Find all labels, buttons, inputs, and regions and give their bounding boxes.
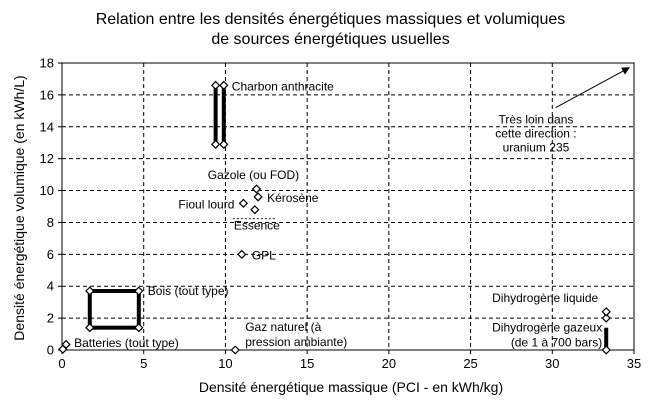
bois-range-point: [134, 286, 144, 296]
data-point-3: [250, 205, 260, 215]
y-tick-label: 12: [40, 151, 54, 166]
gpl-label: GPL: [252, 248, 276, 262]
y-tick-label: 16: [40, 87, 54, 102]
plot-frame: [61, 62, 635, 351]
bois-label: Bois (tout type): [148, 284, 229, 298]
point-labels: Charbon anthracite Bois (tout type) Batter…: [74, 79, 602, 350]
charbon-label: Charbon anthracite: [232, 79, 334, 93]
bois-range-point: [134, 323, 144, 333]
dihydrogene-liquide-point: [601, 313, 611, 323]
dihydrogene-liquide-point: [601, 307, 611, 317]
x-tick-label: 5: [140, 356, 147, 371]
data-point-4: [237, 249, 247, 259]
x-tick-label: 35: [627, 356, 641, 371]
y-tick-label: 2: [47, 311, 54, 326]
x-tick-label: 20: [382, 356, 396, 371]
gridlines: [62, 62, 635, 350]
kerosene-label: Kérosène: [267, 191, 319, 205]
x-tick-label: 25: [463, 356, 477, 371]
charbon-range-point: [210, 80, 221, 90]
data-point-0: [251, 184, 262, 194]
y-tick-label: 10: [40, 183, 54, 198]
essence-label: Essence: [234, 219, 280, 233]
batteries-range-point: [61, 339, 71, 350]
data-point-1: [253, 192, 263, 202]
charbon-range-point: [210, 139, 221, 149]
y-tick-label: 6: [47, 247, 54, 262]
bois-range-point: [85, 286, 95, 296]
y-tick-label: 0: [47, 343, 54, 358]
dihydrogene-gazeux-point: [601, 345, 611, 355]
y-tick-label: 8: [47, 215, 54, 230]
x-axis-label: Densité énergétique massique (PCI - en k…: [199, 379, 503, 395]
uranium-annotation: Très loin dans cette direction : uranium 2…: [495, 113, 576, 155]
data-point-2: [238, 198, 249, 208]
dihydrogene-liquide-label: Dihydrogène liquide: [492, 291, 598, 305]
x-tick-label: 10: [218, 356, 232, 371]
bois-range-point: [85, 323, 95, 333]
charbon-range-point: [219, 139, 229, 149]
x-tick-label: 0: [58, 356, 65, 371]
gazole-label: Gazole (ou FOD): [208, 168, 299, 182]
chart-title-line-1: Relation entre les densités énergétiques…: [95, 11, 566, 28]
batteries-label: Batteries (tout type): [74, 336, 179, 350]
y-axis-label: Densité énergétique volumique (en kWh/L): [11, 75, 27, 340]
bois-range-box: [87, 289, 141, 330]
y-tick-label: 14: [40, 119, 54, 134]
x-tick-label: 30: [545, 356, 559, 371]
x-tick-label: 15: [300, 356, 314, 371]
axes: 0 5 10 15 20 25 30 35 0 2 4 6 8 10 12 14 16 18: [40, 56, 642, 372]
fioul-lourd-label: Fioul lourd: [178, 197, 234, 211]
y-tick-label: 4: [47, 279, 54, 294]
dihydrogene-gazeux-label: Dihydrogène gazeux (de 1 à 700 bars): [492, 321, 602, 350]
gaz-naturel-label: Gaz naturel (à pression ambiante): [245, 320, 347, 349]
y-tick-label: 18: [40, 56, 54, 71]
uranium-arrow: [555, 67, 630, 109]
data-marks: [58, 67, 630, 355]
chart-title-line-2: de sources énergétiques usuelles: [211, 31, 450, 48]
charbon-range-point: [219, 80, 229, 90]
data-point-5: [230, 345, 240, 355]
